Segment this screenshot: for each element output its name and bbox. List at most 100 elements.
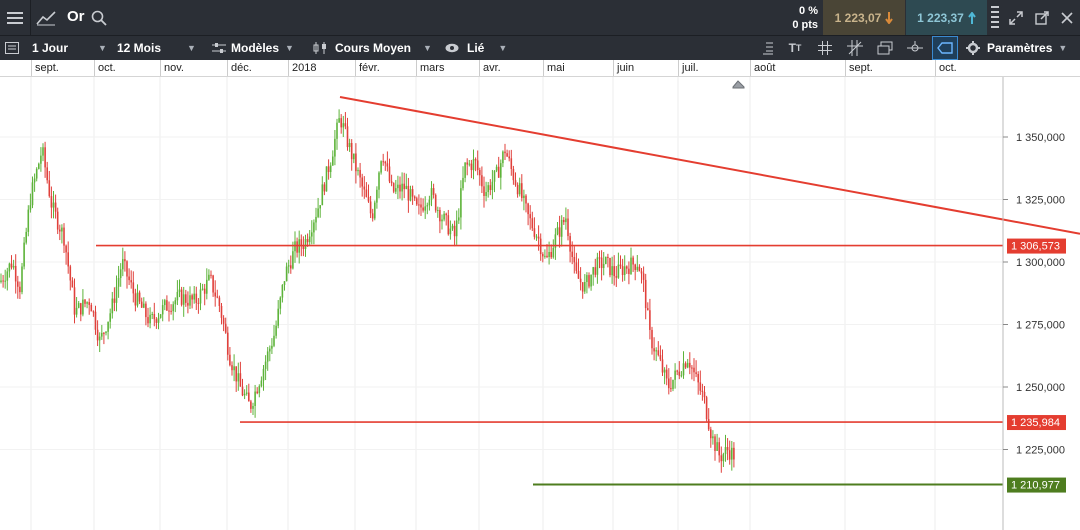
- candle-up: [6, 271, 9, 281]
- crosshair-grid-icon[interactable]: [842, 36, 868, 60]
- candle-down: [54, 202, 57, 212]
- y-tick-label: 1 325,000: [1016, 195, 1065, 207]
- buy-price-button[interactable]: 1 223,37: [906, 0, 987, 35]
- candle-up: [174, 300, 177, 305]
- candle-up: [319, 205, 321, 209]
- candle-up: [260, 380, 263, 387]
- candle-up: [460, 188, 462, 218]
- x-tick-divider: [31, 60, 32, 76]
- link-label: Lié: [467, 41, 485, 55]
- close-icon[interactable]: [1056, 0, 1078, 35]
- candle-down: [542, 254, 544, 257]
- candle-up: [554, 234, 557, 248]
- price-level-label-bg: [1007, 415, 1066, 431]
- candle-down: [216, 296, 219, 298]
- candle-up: [115, 286, 118, 303]
- candle-up: [176, 291, 179, 301]
- candle-down: [470, 163, 473, 171]
- candle-down: [363, 186, 366, 190]
- candle-up: [182, 294, 185, 305]
- candle-down: [63, 227, 65, 246]
- candle-down: [598, 257, 601, 259]
- popout-icon[interactable]: [1030, 0, 1054, 35]
- candle-up: [605, 256, 607, 264]
- indicators-icon[interactable]: [754, 36, 780, 60]
- price-type-select[interactable]: Cours Moyen ▼: [313, 36, 432, 60]
- candle-down: [701, 390, 704, 392]
- candle-up: [0, 280, 2, 282]
- candle-up: [464, 162, 466, 178]
- candle-down: [676, 370, 678, 372]
- chevron-down-icon[interactable]: ▼: [187, 43, 196, 53]
- candle-up: [455, 220, 458, 237]
- templates-select[interactable]: Modèles ▼: [212, 36, 294, 60]
- candle-down: [508, 156, 510, 159]
- candle-down: [432, 188, 435, 195]
- candle-up: [596, 257, 599, 275]
- tag-icon[interactable]: [932, 36, 958, 60]
- candle-up: [686, 362, 689, 368]
- candle-down: [138, 292, 141, 302]
- price-levels: [96, 96, 1080, 486]
- price-level-label: 1 306,573: [1011, 241, 1060, 253]
- candle-up: [208, 274, 210, 280]
- menu-icon[interactable]: [0, 0, 30, 35]
- panel-icon[interactable]: [5, 36, 19, 60]
- candle-up: [332, 156, 334, 166]
- candle-up: [21, 266, 23, 293]
- candle-up: [111, 298, 114, 314]
- candle-down: [714, 436, 716, 451]
- x-tick-divider: [227, 60, 228, 76]
- trendline[interactable]: [339, 96, 1004, 221]
- candle-down: [420, 204, 422, 208]
- interval-label: 1 Jour: [32, 41, 69, 55]
- candle-up: [724, 447, 727, 455]
- candle-down: [728, 450, 731, 460]
- interval-select[interactable]: 1 Jour: [32, 36, 68, 60]
- x-tick-label: oct.: [939, 62, 957, 74]
- candle-down: [684, 363, 687, 368]
- candle-down: [180, 289, 183, 305]
- expand-icon[interactable]: [1004, 0, 1028, 35]
- candle-down: [145, 303, 147, 318]
- candle-down: [306, 239, 309, 243]
- candle-down: [350, 143, 353, 160]
- candle-down: [531, 218, 534, 229]
- arrow-up-icon: [968, 11, 976, 24]
- scroll-marker-icon[interactable]: [732, 80, 745, 89]
- candles: [0, 109, 735, 473]
- crosshair-icon[interactable]: [902, 36, 928, 60]
- chevron-down-icon[interactable]: ▼: [98, 43, 107, 53]
- search-icon[interactable]: [88, 0, 110, 35]
- candle-down: [497, 166, 500, 178]
- candle-down: [558, 227, 561, 237]
- candle-down: [130, 280, 132, 283]
- candle-up: [27, 209, 30, 232]
- grid-icon[interactable]: [812, 36, 838, 60]
- price-change: 0 % 0 pts: [760, 0, 822, 35]
- candle-up: [405, 185, 408, 190]
- windows-icon[interactable]: [872, 36, 898, 60]
- candle-down: [638, 266, 641, 272]
- candle-up: [313, 222, 315, 233]
- candle-down: [94, 311, 97, 330]
- candle-down: [504, 151, 506, 154]
- settings-button[interactable]: Paramètres ▼: [966, 36, 1067, 60]
- candle-down: [384, 161, 387, 164]
- link-select[interactable]: Lié ▼: [445, 36, 507, 60]
- sell-price-button[interactable]: 1 223,07: [823, 0, 905, 35]
- candle-down: [411, 189, 414, 197]
- candle-down: [588, 275, 590, 287]
- order-book-icon[interactable]: [988, 0, 1002, 35]
- chart-line-icon[interactable]: [31, 0, 61, 35]
- candle-up: [380, 161, 382, 173]
- candle-up: [4, 280, 6, 282]
- candle-up: [285, 266, 288, 282]
- candle-down: [699, 382, 702, 391]
- candle-up: [201, 288, 204, 290]
- candle-down: [447, 215, 450, 235]
- candle-down: [113, 298, 116, 303]
- range-select[interactable]: 12 Mois: [117, 36, 161, 60]
